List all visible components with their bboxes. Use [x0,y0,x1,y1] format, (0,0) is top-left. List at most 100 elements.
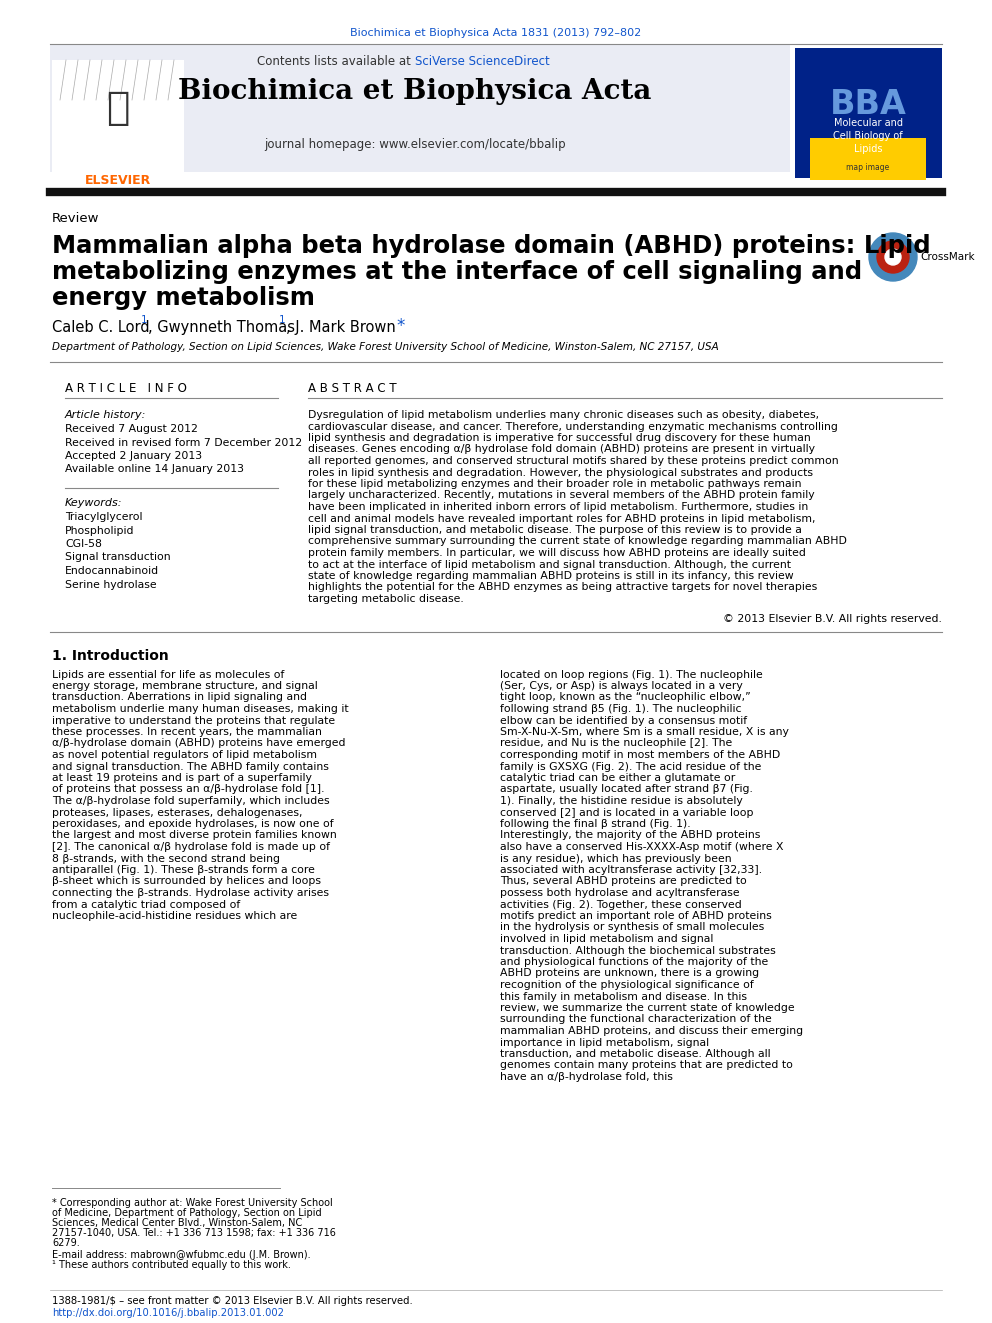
Text: CGI-58: CGI-58 [65,538,102,549]
Text: connecting the β-strands. Hydrolase activity arises: connecting the β-strands. Hydrolase acti… [52,888,329,898]
Text: 1. Introduction: 1. Introduction [52,650,169,664]
Text: have an α/β-hydrolase fold, this: have an α/β-hydrolase fold, this [500,1072,673,1082]
Text: proteases, lipases, esterases, dehalogenases,: proteases, lipases, esterases, dehalogen… [52,807,303,818]
Text: lipid signal transduction, and metabolic disease. The purpose of this review is : lipid signal transduction, and metabolic… [308,525,802,534]
Text: surrounding the functional characterization of the: surrounding the functional characterizat… [500,1015,772,1024]
Circle shape [885,249,901,265]
Text: these processes. In recent years, the mammalian: these processes. In recent years, the ma… [52,728,321,737]
Text: diseases. Genes encoding α/β hydrolase fold domain (ABHD) proteins are present i: diseases. Genes encoding α/β hydrolase f… [308,445,815,455]
Text: transduction, and metabolic disease. Although all: transduction, and metabolic disease. Alt… [500,1049,771,1058]
Text: Review: Review [52,212,99,225]
Text: involved in lipid metabolism and signal: involved in lipid metabolism and signal [500,934,713,945]
Text: is any residue), which has previously been: is any residue), which has previously be… [500,853,732,864]
Text: highlights the potential for the ABHD enzymes as being attractive targets for no: highlights the potential for the ABHD en… [308,582,817,593]
Text: protein family members. In particular, we will discuss how ABHD proteins are ide: protein family members. In particular, w… [308,548,806,558]
Text: tight loop, known as the “nucleophilic elbow,”: tight loop, known as the “nucleophilic e… [500,692,751,703]
Text: energy metabolism: energy metabolism [52,286,314,310]
Text: Caleb C. Lord: Caleb C. Lord [52,320,150,335]
Text: motifs predict an important role of ABHD proteins: motifs predict an important role of ABHD… [500,912,772,921]
Text: Serine hydrolase: Serine hydrolase [65,579,157,590]
Text: have been implicated in inherited inborn errors of lipid metabolism. Furthermore: have been implicated in inherited inborn… [308,501,808,512]
Text: review, we summarize the current state of knowledge: review, we summarize the current state o… [500,1003,795,1013]
Text: as novel potential regulators of lipid metabolism: as novel potential regulators of lipid m… [52,750,317,759]
Text: The α/β-hydrolase fold superfamily, which includes: The α/β-hydrolase fold superfamily, whic… [52,796,329,806]
Text: imperative to understand the proteins that regulate: imperative to understand the proteins th… [52,716,335,725]
Text: Accepted 2 January 2013: Accepted 2 January 2013 [65,451,202,460]
Text: , J. Mark Brown: , J. Mark Brown [286,320,396,335]
Text: Mammalian alpha beta hydrolase domain (ABHD) proteins: Lipid: Mammalian alpha beta hydrolase domain (A… [52,234,930,258]
Text: targeting metabolic disease.: targeting metabolic disease. [308,594,463,605]
Text: [2]. The canonical α/β hydrolase fold is made up of: [2]. The canonical α/β hydrolase fold is… [52,841,330,852]
Text: of proteins that possess an α/β-hydrolase fold [1].: of proteins that possess an α/β-hydrolas… [52,785,324,795]
Text: cell and animal models have revealed important roles for ABHD proteins in lipid : cell and animal models have revealed imp… [308,513,815,524]
Text: Received 7 August 2012: Received 7 August 2012 [65,423,197,434]
Text: map image: map image [846,163,890,172]
Text: 🌳: 🌳 [106,89,130,127]
Text: 8 β-strands, with the second strand being: 8 β-strands, with the second strand bein… [52,853,280,864]
Text: 1). Finally, the histidine residue is absolutely: 1). Finally, the histidine residue is ab… [500,796,743,806]
Text: Article history:: Article history: [65,410,147,419]
Text: Interestingly, the majority of the ABHD proteins: Interestingly, the majority of the ABHD … [500,831,761,840]
Text: lipid synthesis and degradation is imperative for successful drug discovery for : lipid synthesis and degradation is imper… [308,433,810,443]
Text: CrossMark: CrossMark [920,251,974,262]
Text: from a catalytic triad composed of: from a catalytic triad composed of [52,900,240,909]
Text: Dysregulation of lipid metabolism underlies many chronic diseases such as obesit: Dysregulation of lipid metabolism underl… [308,410,819,419]
Text: E-mail address: mabrown@wfubmc.edu (J.M. Brown).: E-mail address: mabrown@wfubmc.edu (J.M.… [52,1250,310,1259]
Text: (Ser, Cys, or Asp) is always located in a very: (Ser, Cys, or Asp) is always located in … [500,681,743,691]
Text: ELSEVIER: ELSEVIER [85,175,151,187]
Text: importance in lipid metabolism, signal: importance in lipid metabolism, signal [500,1037,709,1048]
Text: this family in metabolism and disease. In this: this family in metabolism and disease. I… [500,991,747,1002]
Text: nucleophile-acid-histidine residues which are: nucleophile-acid-histidine residues whic… [52,912,298,921]
Text: in the hydrolysis or synthesis of small molecules: in the hydrolysis or synthesis of small … [500,922,764,933]
Text: antiparallel (Fig. 1). These β-strands form a core: antiparallel (Fig. 1). These β-strands f… [52,865,314,875]
Text: of Medicine, Department of Pathology, Section on Lipid: of Medicine, Department of Pathology, Se… [52,1208,321,1218]
Text: ¹ These authors contributed equally to this work.: ¹ These authors contributed equally to t… [52,1259,291,1270]
Text: A B S T R A C T: A B S T R A C T [308,382,397,396]
Text: cardiovascular disease, and cancer. Therefore, understanding enzymatic mechanism: cardiovascular disease, and cancer. Ther… [308,422,838,431]
Text: peroxidases, and epoxide hydrolases, is now one of: peroxidases, and epoxide hydrolases, is … [52,819,333,830]
Text: journal homepage: www.elsevier.com/locate/bbalip: journal homepage: www.elsevier.com/locat… [264,138,565,151]
Text: ABHD proteins are unknown, there is a growing: ABHD proteins are unknown, there is a gr… [500,968,759,979]
Text: A R T I C L E   I N F O: A R T I C L E I N F O [65,382,186,396]
Text: Thus, several ABHD proteins are predicted to: Thus, several ABHD proteins are predicte… [500,877,747,886]
Text: 27157-1040, USA. Tel.: +1 336 713 1598; fax: +1 336 716: 27157-1040, USA. Tel.: +1 336 713 1598; … [52,1228,336,1238]
Text: and signal transduction. The ABHD family contains: and signal transduction. The ABHD family… [52,762,329,771]
Text: energy storage, membrane structure, and signal: energy storage, membrane structure, and … [52,681,317,691]
Text: http://dx.doi.org/10.1016/j.bbalip.2013.01.002: http://dx.doi.org/10.1016/j.bbalip.2013.… [52,1308,284,1318]
Text: Endocannabinoid: Endocannabinoid [65,566,159,576]
Text: Phospholipid: Phospholipid [65,525,135,536]
Text: Molecular and
Cell Biology of
Lipids: Molecular and Cell Biology of Lipids [833,118,903,155]
Text: associated with acyltransferase activity [32,33].: associated with acyltransferase activity… [500,865,762,875]
Text: mammalian ABHD proteins, and discuss their emerging: mammalian ABHD proteins, and discuss the… [500,1027,804,1036]
Text: Keywords:: Keywords: [65,497,122,508]
Text: recognition of the physiological significance of: recognition of the physiological signifi… [500,980,754,990]
Text: metabolism underlie many human diseases, making it: metabolism underlie many human diseases,… [52,704,348,714]
Text: family is GXSXG (Fig. 2). The acid residue of the: family is GXSXG (Fig. 2). The acid resid… [500,762,762,771]
Text: , Gwynneth Thomas: , Gwynneth Thomas [148,320,295,335]
Text: β-sheet which is surrounded by helices and loops: β-sheet which is surrounded by helices a… [52,877,321,886]
Text: Available online 14 January 2013: Available online 14 January 2013 [65,464,244,475]
Text: corresponding motif in most members of the ABHD: corresponding motif in most members of t… [500,750,781,759]
Text: Biochimica et Biophysica Acta: Biochimica et Biophysica Acta [179,78,652,105]
Text: Sm-X-Nu-X-Sm, where Sm is a small residue, X is any: Sm-X-Nu-X-Sm, where Sm is a small residu… [500,728,789,737]
Text: 1: 1 [279,315,286,325]
Text: Contents lists available at: Contents lists available at [257,56,415,67]
Text: state of knowledge regarding mammalian ABHD proteins is still in its infancy, th: state of knowledge regarding mammalian A… [308,572,794,581]
Text: 1388-1981/$ – see front matter © 2013 Elsevier B.V. All rights reserved.: 1388-1981/$ – see front matter © 2013 El… [52,1297,413,1306]
Text: located on loop regions (Fig. 1). The nucleophile: located on loop regions (Fig. 1). The nu… [500,669,763,680]
FancyBboxPatch shape [50,44,790,172]
Text: roles in lipid synthesis and degradation. However, the physiological substrates : roles in lipid synthesis and degradation… [308,467,813,478]
Text: * Corresponding author at: Wake Forest University School: * Corresponding author at: Wake Forest U… [52,1199,332,1208]
Text: transduction. Although the biochemical substrates: transduction. Although the biochemical s… [500,946,776,955]
Text: SciVerse ScienceDirect: SciVerse ScienceDirect [415,56,550,67]
FancyBboxPatch shape [810,138,926,180]
Text: Sciences, Medical Center Blvd., Winston-Salem, NC: Sciences, Medical Center Blvd., Winston-… [52,1218,303,1228]
Text: Triacylglycerol: Triacylglycerol [65,512,143,523]
Text: and physiological functions of the majority of the: and physiological functions of the major… [500,957,768,967]
Text: possess both hydrolase and acyltransferase: possess both hydrolase and acyltransfera… [500,888,740,898]
Text: Biochimica et Biophysica Acta 1831 (2013) 792–802: Biochimica et Biophysica Acta 1831 (2013… [350,28,642,38]
Text: following the final β strand (Fig. 1).: following the final β strand (Fig. 1). [500,819,690,830]
Text: metabolizing enzymes at the interface of cell signaling and: metabolizing enzymes at the interface of… [52,261,862,284]
Circle shape [877,241,909,273]
FancyBboxPatch shape [52,60,184,179]
